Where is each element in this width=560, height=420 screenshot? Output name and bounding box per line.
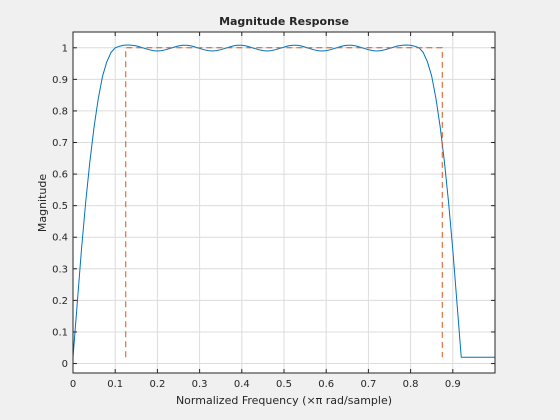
x-tick-label: 0.2 <box>149 379 165 390</box>
y-tick-label: 0.8 <box>52 106 68 117</box>
axis-ticks: 0 0.1 0.2 0.3 0.4 0.5 0.6 0.7 0.8 0.9 0 0.1 0.2 0.3 0.… <box>52 32 495 390</box>
x-tick-label: 0.7 <box>360 379 376 390</box>
y-tick-label: 0.4 <box>52 233 68 244</box>
x-tick-label: 0.1 <box>107 379 123 390</box>
plot-lines <box>72 44 495 358</box>
x-tick-label: 0.5 <box>276 379 292 390</box>
y-tick-label: 0.3 <box>52 264 68 275</box>
y-tick-label: 0.9 <box>52 75 68 86</box>
y-tick-label: 0.7 <box>52 138 68 149</box>
y-tick-label: 0.5 <box>52 201 68 212</box>
y-tick-label: 0.2 <box>52 296 68 307</box>
specification-mask-line <box>125 47 443 358</box>
y-tick-label: 0.1 <box>52 327 68 338</box>
magnitude-response-line <box>72 44 495 358</box>
y-axis-title: Magnitude <box>36 174 49 233</box>
grid <box>72 32 495 373</box>
x-tick-label: 0.4 <box>234 379 250 390</box>
x-tick-label: 0.3 <box>192 379 208 390</box>
x-tick-label: 0.8 <box>403 379 419 390</box>
y-tick-label: 0.6 <box>52 170 68 181</box>
chart-title: Magnitude Response <box>219 15 349 28</box>
x-tick-label: 0.6 <box>318 379 334 390</box>
x-tick-label: 0.9 <box>445 379 461 390</box>
y-tick-label: 0 <box>62 359 68 370</box>
x-axis-title: Normalized Frequency (×π rad/sample) <box>176 394 392 407</box>
x-tick-label: 0 <box>70 379 76 390</box>
y-tick-label: 1 <box>62 43 68 54</box>
